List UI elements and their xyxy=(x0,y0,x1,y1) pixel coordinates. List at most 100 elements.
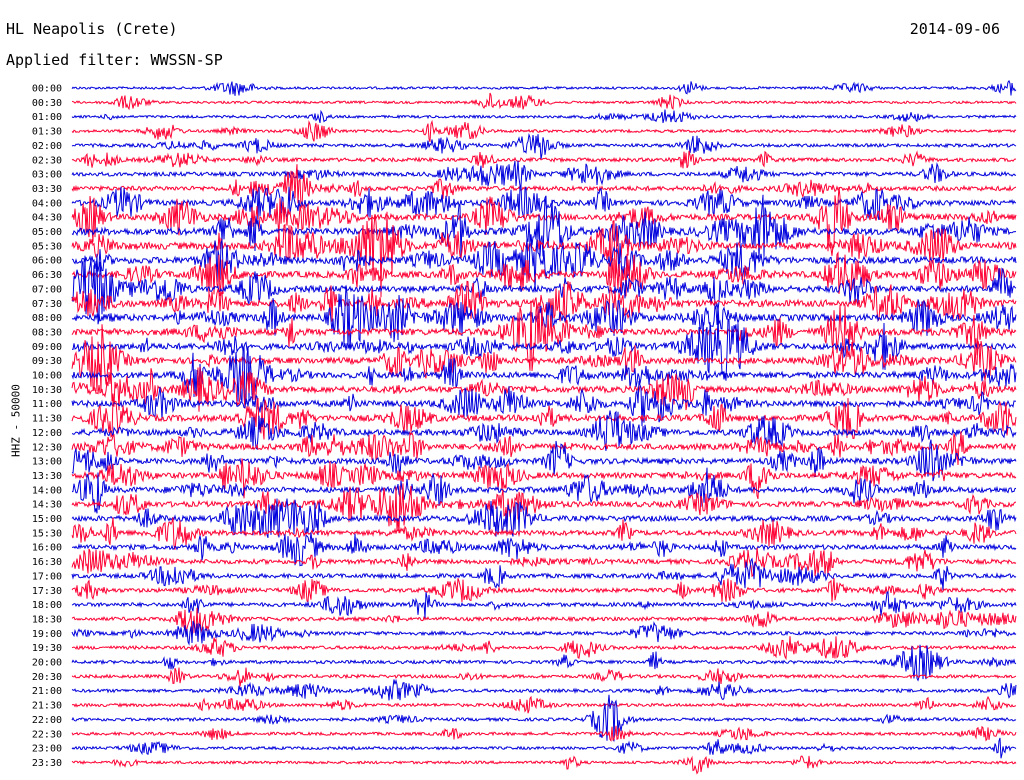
trace-line xyxy=(71,737,1017,759)
time-tick-label: 01:30 xyxy=(32,127,62,138)
trace-line xyxy=(71,607,1017,637)
time-tick-label: 06:30 xyxy=(32,270,62,281)
trace-line xyxy=(71,194,1017,260)
trace-line xyxy=(71,79,1017,96)
trace-line xyxy=(71,410,1017,451)
trace-line xyxy=(71,324,1017,392)
trace-line xyxy=(71,532,1017,567)
trace-line xyxy=(71,313,1017,381)
time-tick-label: 19:30 xyxy=(32,643,62,654)
trace-line xyxy=(71,164,1017,210)
trace-line xyxy=(71,185,1016,221)
time-tick-label: 21:30 xyxy=(32,701,62,712)
trace-line xyxy=(71,211,1017,298)
trace-line xyxy=(71,498,1017,538)
filter-label: Applied filter: WWSSN-SP xyxy=(6,51,223,69)
trace-line xyxy=(71,253,1017,325)
time-tick-label: 04:30 xyxy=(32,213,62,224)
time-tick-label: 06:00 xyxy=(32,256,62,267)
time-tick-label: 07:00 xyxy=(32,284,62,295)
time-tick-label: 16:30 xyxy=(32,557,62,568)
trace-line xyxy=(71,300,1017,372)
trace-line xyxy=(71,251,1017,297)
time-tick-label: 03:30 xyxy=(32,184,62,195)
time-tick-label: 23:00 xyxy=(32,744,62,755)
time-tick-label: 02:30 xyxy=(32,155,62,166)
time-tick-label: 21:00 xyxy=(32,686,62,697)
trace-line xyxy=(71,517,1017,550)
trace-line xyxy=(71,755,1017,775)
time-tick-label: 11:30 xyxy=(32,414,62,425)
trace-line xyxy=(71,380,1017,427)
time-tick-label: 22:30 xyxy=(32,729,62,740)
time-tick-label: 00:30 xyxy=(32,98,62,109)
time-tick-label: 17:30 xyxy=(32,586,62,597)
time-tick-label: 13:00 xyxy=(32,457,62,468)
time-tick-label: 13:30 xyxy=(32,471,62,482)
trace-line xyxy=(71,397,1017,440)
time-tick-label: 14:00 xyxy=(32,485,62,496)
seismic-traces xyxy=(71,79,1017,775)
time-tick-labels: 00:00 00:30 01:00 01:30 02:00 02:30 03:00 03:30… xyxy=(32,84,62,769)
time-tick-label: 00:00 xyxy=(32,84,62,95)
trace-line xyxy=(71,695,1017,714)
station-title: HL Neapolis (Crete) xyxy=(6,20,178,38)
trace-line xyxy=(71,109,1017,124)
trace-line xyxy=(71,694,1017,742)
trace-line xyxy=(71,132,1017,160)
time-tick-label: 10:00 xyxy=(32,371,62,382)
time-tick-label: 08:30 xyxy=(32,327,62,338)
time-tick-label: 20:00 xyxy=(32,658,62,669)
time-tick-label: 15:00 xyxy=(32,514,62,525)
trace-line xyxy=(71,547,1017,578)
time-tick-label: 09:00 xyxy=(32,342,62,353)
time-tick-label: 17:00 xyxy=(32,571,62,582)
time-tick-label: 16:00 xyxy=(32,543,62,554)
time-tick-label: 05:30 xyxy=(32,241,62,252)
trace-line xyxy=(71,345,1017,405)
trace-line xyxy=(71,667,1017,687)
trace-line xyxy=(71,578,1017,604)
trace-line xyxy=(71,285,1017,350)
trace-line xyxy=(71,458,1017,500)
time-tick-label: 07:30 xyxy=(32,299,62,310)
trace-line xyxy=(71,439,1017,482)
time-tick-label: 12:00 xyxy=(32,428,62,439)
trace-line xyxy=(71,620,1017,646)
trace-line xyxy=(71,280,1017,324)
time-tick-label: 11:00 xyxy=(32,399,62,410)
time-tick-label: 09:30 xyxy=(32,356,62,367)
time-tick-label: 23:30 xyxy=(32,758,62,769)
chart-date: 2014-09-06 xyxy=(909,20,1000,38)
time-tick-label: 20:30 xyxy=(32,672,62,683)
time-tick-label: 19:00 xyxy=(32,629,62,640)
trace-line xyxy=(71,119,1017,142)
trace-line xyxy=(71,431,1017,466)
trace-line xyxy=(71,636,1017,661)
time-tick-label: 18:00 xyxy=(32,600,62,611)
trace-line xyxy=(71,678,1017,701)
time-tick-label: 15:30 xyxy=(32,528,62,539)
trace-line xyxy=(71,483,1017,534)
time-tick-label: 18:30 xyxy=(32,614,62,625)
time-tick-label: 03:00 xyxy=(32,170,62,181)
trace-line xyxy=(71,160,1017,187)
time-tick-label: 12:30 xyxy=(32,442,62,453)
trace-line xyxy=(71,590,1017,619)
trace-line xyxy=(71,234,1017,293)
time-tick-label: 05:00 xyxy=(32,227,62,238)
trace-line xyxy=(71,467,1017,514)
trace-line xyxy=(71,366,1017,412)
time-tick-label: 01:00 xyxy=(32,112,62,123)
time-tick-label: 22:00 xyxy=(32,715,62,726)
time-tick-label: 04:00 xyxy=(32,198,62,209)
trace-line xyxy=(71,150,1017,169)
trace-line xyxy=(71,92,1017,111)
time-tick-label: 10:30 xyxy=(32,385,62,396)
time-tick-label: 14:30 xyxy=(32,500,62,511)
trace-line xyxy=(71,557,1017,591)
trace-line xyxy=(71,725,1017,742)
time-tick-label: 08:00 xyxy=(32,313,62,324)
time-tick-label: 02:00 xyxy=(32,141,62,152)
